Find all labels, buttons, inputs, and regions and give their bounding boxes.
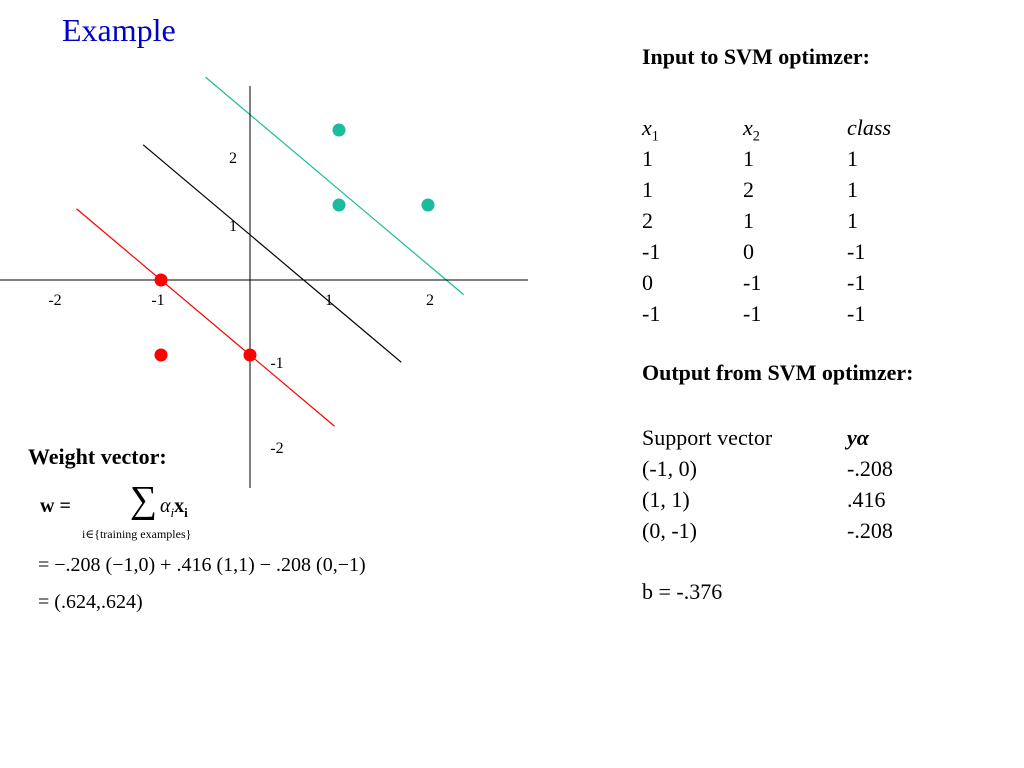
- weight-expansion: = −.208 (−1,0) + .416 (1,1) − .208 (0,−1…: [38, 554, 366, 576]
- cell-x1: 0: [642, 270, 653, 295]
- header-x2: x2: [743, 115, 760, 145]
- output-heading: Output from SVM optimzer:: [642, 360, 914, 385]
- cell-x2: 2: [743, 177, 754, 202]
- negative-point: [243, 348, 257, 362]
- weight-result: = (.624,.624): [38, 591, 143, 613]
- cell-x1: -1: [642, 239, 661, 264]
- x-tick-label: -2: [48, 292, 61, 309]
- table-row: 1 2 1: [642, 174, 1002, 205]
- table-row: 1 1 1: [642, 143, 1002, 174]
- x-tick-label: -1: [151, 292, 164, 309]
- cell-y-alpha: .416: [847, 487, 886, 512]
- sum-index: i∈{training examples}: [82, 527, 192, 541]
- negative-point: [154, 348, 168, 362]
- positive-point: [332, 123, 346, 137]
- positive-margin-line: [205, 76, 464, 296]
- cell-class: 1: [847, 208, 858, 233]
- cell-class: 1: [847, 177, 858, 202]
- cell-x2: -1: [743, 270, 762, 295]
- sum-symbol: ∑: [130, 479, 158, 521]
- x-tick-label: 2: [426, 292, 434, 309]
- table-row: -1 -1 -1: [642, 298, 1002, 329]
- cell-support-vector: (-1, 0): [642, 456, 697, 481]
- cell-x1: 1: [642, 177, 653, 202]
- header-x1: x1: [642, 115, 659, 145]
- cell-x1: 1: [642, 146, 653, 171]
- slide-title: Example: [62, 12, 176, 48]
- weight-heading: Weight vector:: [28, 444, 167, 469]
- cell-x1: 2: [642, 208, 653, 233]
- header-y-alpha: yα: [847, 425, 869, 450]
- table-row: 0 -1 -1: [642, 267, 1002, 298]
- cell-class: -1: [847, 239, 866, 264]
- cell-y-alpha: -.208: [847, 456, 893, 481]
- negative-point: [154, 273, 168, 287]
- output-table-header: Support vector yα: [642, 422, 1002, 453]
- bias-value: b = -.376: [642, 579, 723, 604]
- w-lhs: w =: [40, 495, 71, 517]
- input-table-header: x1 x2 class: [642, 112, 1002, 144]
- cell-class: -1: [847, 270, 866, 295]
- y-tick-label: 1: [229, 218, 237, 235]
- cell-class: -1: [847, 301, 866, 326]
- cell-class: 1: [847, 146, 858, 171]
- table-row: (-1, 0) -.208: [642, 453, 1002, 484]
- cell-support-vector: (1, 1): [642, 487, 690, 512]
- cell-x2: -1: [743, 301, 762, 326]
- table-row: -1 0 -1: [642, 236, 1002, 267]
- cell-x2: 1: [743, 146, 754, 171]
- y-tick-label: -2: [270, 440, 283, 457]
- cell-support-vector: (0, -1): [642, 518, 697, 543]
- decision-boundary-line: [142, 144, 402, 363]
- table-row: (1, 1) .416: [642, 484, 1002, 515]
- positive-point: [332, 198, 346, 212]
- table-row: 2 1 1: [642, 205, 1002, 236]
- axis-tick-labels: -2 -1 1 2 2 1 -1 -2: [48, 150, 434, 457]
- cell-x1: -1: [642, 301, 661, 326]
- data-points: [154, 123, 435, 362]
- cell-y-alpha: -.208: [847, 518, 893, 543]
- input-heading: Input to SVM optimzer:: [642, 44, 870, 69]
- scatter-plot: -2 -1 1 2 2 1 -1 -2: [0, 76, 528, 488]
- y-tick-label: 2: [229, 150, 237, 167]
- x-tick-label: 1: [325, 292, 333, 309]
- positive-point: [421, 198, 435, 212]
- header-class: class: [847, 115, 891, 140]
- y-tick-label: -1: [270, 355, 283, 372]
- sum-term: αixi: [160, 495, 188, 520]
- separator-lines: [76, 76, 464, 427]
- header-support-vector: Support vector: [642, 425, 773, 450]
- negative-margin-line: [76, 208, 335, 427]
- cell-x2: 1: [743, 208, 754, 233]
- table-row: (0, -1) -.208: [642, 515, 1002, 546]
- cell-x2: 0: [743, 239, 754, 264]
